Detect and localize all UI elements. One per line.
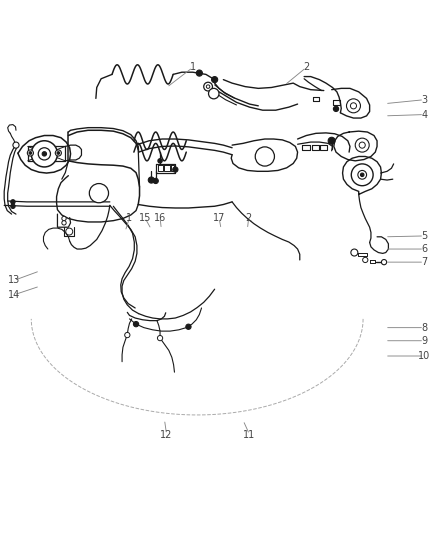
Circle shape <box>157 335 162 341</box>
Circle shape <box>196 70 202 76</box>
Text: 11: 11 <box>244 430 256 440</box>
Circle shape <box>38 148 50 160</box>
Circle shape <box>208 88 219 99</box>
Circle shape <box>31 141 57 167</box>
Circle shape <box>381 260 387 265</box>
Text: 2: 2 <box>246 213 252 223</box>
Circle shape <box>351 249 358 256</box>
Text: 7: 7 <box>421 257 427 267</box>
Circle shape <box>42 152 46 156</box>
Text: 17: 17 <box>213 213 225 223</box>
Circle shape <box>359 142 365 148</box>
Circle shape <box>29 152 32 154</box>
Text: 1: 1 <box>190 62 196 72</box>
Circle shape <box>148 177 154 183</box>
Circle shape <box>212 77 218 83</box>
Text: 9: 9 <box>421 336 427 346</box>
Text: 2: 2 <box>303 62 310 72</box>
Circle shape <box>125 333 130 338</box>
Circle shape <box>134 321 139 327</box>
Circle shape <box>11 200 15 204</box>
Circle shape <box>351 164 373 185</box>
Text: 6: 6 <box>421 244 427 254</box>
Circle shape <box>55 150 61 156</box>
Circle shape <box>355 138 369 152</box>
Circle shape <box>158 159 162 163</box>
Text: 3: 3 <box>421 95 427 104</box>
Circle shape <box>346 99 360 113</box>
Circle shape <box>186 324 191 329</box>
Circle shape <box>358 171 367 179</box>
Circle shape <box>62 221 66 225</box>
Circle shape <box>360 173 364 176</box>
Circle shape <box>13 142 19 148</box>
Circle shape <box>57 152 60 154</box>
Circle shape <box>27 150 33 156</box>
Circle shape <box>173 167 178 172</box>
Text: 4: 4 <box>421 110 427 119</box>
Text: 1: 1 <box>127 213 133 223</box>
Text: 5: 5 <box>421 231 427 241</box>
Text: 10: 10 <box>418 351 430 361</box>
Circle shape <box>153 179 158 183</box>
Text: 8: 8 <box>421 322 427 333</box>
Circle shape <box>89 183 109 203</box>
Circle shape <box>204 82 212 91</box>
Circle shape <box>62 216 66 221</box>
Circle shape <box>350 103 357 109</box>
Text: 16: 16 <box>154 213 166 223</box>
Circle shape <box>363 257 368 263</box>
Text: 15: 15 <box>138 213 151 223</box>
Text: 13: 13 <box>8 276 20 286</box>
Circle shape <box>333 106 339 111</box>
Circle shape <box>206 85 210 88</box>
Circle shape <box>11 204 15 208</box>
Circle shape <box>66 228 73 235</box>
Text: 12: 12 <box>160 430 173 440</box>
Circle shape <box>255 147 275 166</box>
Text: 14: 14 <box>8 290 20 300</box>
Circle shape <box>328 138 335 144</box>
